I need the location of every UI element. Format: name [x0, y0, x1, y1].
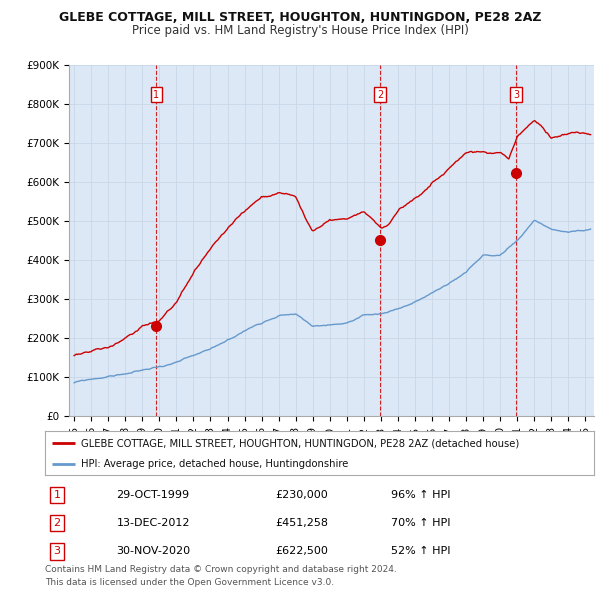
Text: GLEBE COTTAGE, MILL STREET, HOUGHTON, HUNTINGDON, PE28 2AZ: GLEBE COTTAGE, MILL STREET, HOUGHTON, HU…	[59, 11, 541, 24]
Text: 70% ↑ HPI: 70% ↑ HPI	[391, 518, 451, 528]
Text: 1: 1	[53, 490, 61, 500]
Text: 96% ↑ HPI: 96% ↑ HPI	[391, 490, 451, 500]
Text: 1: 1	[154, 90, 160, 100]
Text: £451,258: £451,258	[275, 518, 329, 528]
Text: £622,500: £622,500	[275, 546, 328, 556]
Text: 3: 3	[513, 90, 519, 100]
Text: 3: 3	[53, 546, 61, 556]
Text: 2: 2	[53, 518, 61, 528]
Text: £230,000: £230,000	[275, 490, 328, 500]
Text: 13-DEC-2012: 13-DEC-2012	[116, 518, 190, 528]
Text: 52% ↑ HPI: 52% ↑ HPI	[391, 546, 451, 556]
Text: 29-OCT-1999: 29-OCT-1999	[116, 490, 190, 500]
Text: GLEBE COTTAGE, MILL STREET, HOUGHTON, HUNTINGDON, PE28 2AZ (detached house): GLEBE COTTAGE, MILL STREET, HOUGHTON, HU…	[80, 438, 519, 448]
Text: 30-NOV-2020: 30-NOV-2020	[116, 546, 190, 556]
Text: HPI: Average price, detached house, Huntingdonshire: HPI: Average price, detached house, Hunt…	[80, 459, 348, 469]
Text: Contains HM Land Registry data © Crown copyright and database right 2024.
This d: Contains HM Land Registry data © Crown c…	[45, 565, 397, 586]
Text: 2: 2	[377, 90, 383, 100]
Text: Price paid vs. HM Land Registry's House Price Index (HPI): Price paid vs. HM Land Registry's House …	[131, 24, 469, 37]
